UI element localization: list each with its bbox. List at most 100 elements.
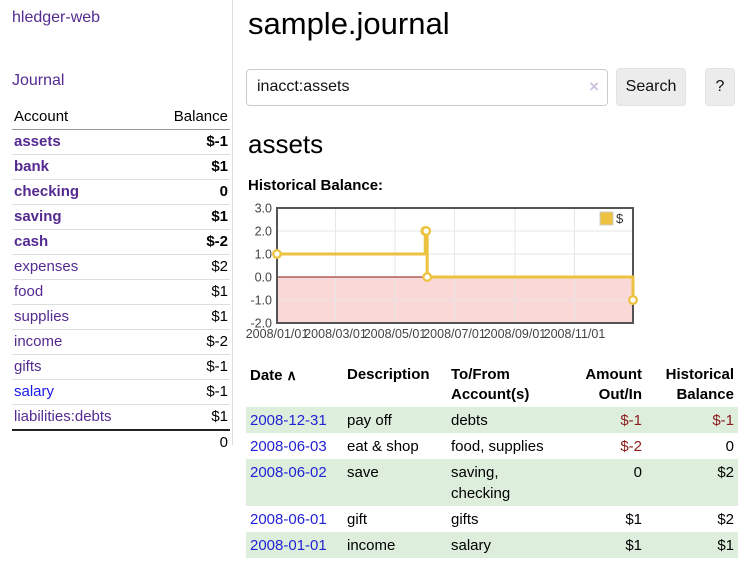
- account-balance: $-1: [150, 354, 230, 380]
- register-header-to-from-account-s-: To/From Account(s): [451, 366, 530, 403]
- search-button[interactable]: Search: [616, 68, 686, 106]
- account-column-header: Account: [12, 105, 151, 130]
- transaction-accounts: salary: [451, 537, 492, 554]
- account-balance: $1: [150, 304, 230, 330]
- data-point: [628, 295, 638, 305]
- transaction-date-link[interactable]: 2008-06-01: [250, 511, 327, 528]
- y-tick-label: 3.0: [255, 202, 272, 216]
- account-heading: assets: [248, 129, 324, 159]
- search-input[interactable]: [246, 68, 608, 106]
- account-row: gifts $-1: [12, 354, 230, 380]
- transaction-description: gift: [347, 511, 368, 528]
- sidebar-account-link-food[interactable]: food: [14, 283, 44, 300]
- accounts-total-row: 0: [12, 429, 230, 455]
- register-row: 2008-06-01 gift gifts $1 $2: [246, 506, 738, 532]
- transaction-date-link[interactable]: 2008-06-02: [250, 464, 327, 481]
- sort-asc-icon: ∧: [286, 367, 297, 383]
- x-tick-label: 2008/07/01: [423, 327, 486, 341]
- account-tree: Account Balance assets $-1 bank $1 checking 0…: [12, 105, 230, 455]
- transaction-date-link[interactable]: 2008-12-31: [250, 412, 327, 429]
- sidebar-account-link-saving[interactable]: saving: [14, 208, 62, 225]
- main-content: sample.journal × Search ? assets Histori…: [246, 0, 742, 558]
- x-tick-label: 2008/11/01: [544, 327, 606, 341]
- account-row: cash $-2: [12, 229, 230, 255]
- account-row: assets $-1: [12, 129, 230, 155]
- account-balance: $-1: [150, 379, 230, 405]
- sidebar-account-link-salary[interactable]: salary: [14, 383, 55, 400]
- register-header-historical-balance: Historical Balance: [665, 366, 734, 403]
- register-header-row: Date ∧ Description To/From Account(s) Amount…: [246, 363, 738, 407]
- account-balance: $2: [150, 254, 230, 280]
- register-header-amount-out-in: Amount Out/In: [585, 366, 642, 403]
- transaction-amount: $-2: [620, 438, 642, 455]
- transaction-date-link[interactable]: 2008-06-03: [250, 438, 327, 455]
- register-header-description: Description: [347, 366, 430, 383]
- transaction-balance: $1: [717, 537, 734, 554]
- transaction-description: save: [347, 464, 379, 481]
- register-row: 2008-06-03 eat & shop food, supplies $-2 0: [246, 433, 738, 459]
- account-balance: $-1: [150, 129, 230, 155]
- account-tree-body: assets $-1 bank $1 checking 0 saving $1 cash $-2 e…: [12, 129, 230, 455]
- register-table: Date ∧ Description To/From Account(s) Amount…: [246, 363, 738, 558]
- account-row: salary $-1: [12, 379, 230, 405]
- chart-label: Historical Balance:: [248, 177, 384, 194]
- transaction-balance: $2: [717, 464, 734, 481]
- legend-label: $: [616, 211, 624, 226]
- transaction-balance: 0: [725, 438, 734, 455]
- y-tick-label: 0.0: [255, 271, 272, 285]
- sidebar-account-link-income[interactable]: income: [14, 333, 63, 350]
- sidebar-item-journal[interactable]: Journal: [12, 72, 65, 89]
- account-balance: $1: [150, 154, 230, 180]
- account-row: food $1: [12, 279, 230, 305]
- transaction-description: income: [347, 537, 396, 554]
- transaction-accounts: gifts: [451, 511, 479, 528]
- transaction-date-link[interactable]: 2008-01-01: [250, 537, 327, 554]
- register-row: 2008-06-02 save saving, checking 0 $2: [246, 459, 738, 506]
- balance-chart: 3.0 2.0 1.0 0.0 -1.0 -2.02008/01/012008/03/01…: [246, 202, 638, 341]
- x-tick-label: 2008/01/01: [246, 327, 309, 341]
- account-row: bank $1: [12, 154, 230, 180]
- account-row: income $-2: [12, 329, 230, 355]
- sidebar-account-link-expenses[interactable]: expenses: [14, 258, 79, 275]
- sidebar: hledger-web Journal Account Balance asse…: [0, 0, 233, 455]
- x-tick-label: 2008/05/01: [364, 327, 427, 341]
- account-balance: $1: [150, 279, 230, 305]
- sidebar-account-link-cash[interactable]: cash: [14, 233, 49, 250]
- sidebar-account-link-gifts[interactable]: gifts: [14, 358, 42, 375]
- search-form: × Search ?: [246, 68, 742, 106]
- account-row: expenses $2: [12, 254, 230, 280]
- sidebar-account-link-bank[interactable]: bank: [14, 158, 50, 175]
- sidebar-account-link-supplies[interactable]: supplies: [14, 308, 70, 325]
- account-balance: 0: [150, 179, 230, 205]
- account-row: liabilities:debts $1: [12, 404, 230, 431]
- register-header-date[interactable]: Date ∧: [250, 367, 297, 384]
- transaction-balance: $2: [717, 511, 734, 528]
- legend-swatch: [599, 211, 614, 226]
- accounts-total: 0: [150, 429, 230, 455]
- chart-legend: $: [599, 211, 624, 226]
- transaction-accounts: saving, checking: [451, 464, 511, 502]
- y-tick-label: 1.0: [255, 248, 272, 262]
- plot-border: [276, 207, 634, 324]
- transaction-amount: 0: [633, 464, 642, 481]
- data-point: [272, 249, 282, 259]
- transaction-accounts: debts: [451, 412, 488, 429]
- account-balance: $-2: [150, 229, 230, 255]
- transaction-description: eat & shop: [347, 438, 419, 455]
- clear-search-icon[interactable]: ×: [589, 76, 599, 96]
- transaction-amount: $-1: [620, 412, 642, 429]
- account-balance: $1: [150, 404, 230, 431]
- sidebar-account-link-assets[interactable]: assets: [14, 133, 61, 150]
- y-tick-label: 2.0: [255, 225, 272, 239]
- balance-column-header: Balance: [150, 105, 230, 130]
- register-row: 2008-12-31 pay off debts $-1 $-1: [246, 407, 738, 433]
- sidebar-account-link-checking[interactable]: checking: [14, 183, 80, 200]
- transaction-amount: $1: [625, 537, 642, 554]
- x-tick-label: 2008/03/01: [304, 327, 367, 341]
- sidebar-account-link-liabilities-debts[interactable]: liabilities:debts: [14, 408, 112, 425]
- help-button[interactable]: ?: [705, 68, 735, 106]
- account-row: checking 0: [12, 179, 230, 205]
- brand-link[interactable]: hledger-web: [12, 9, 101, 26]
- account-balance: $1: [150, 204, 230, 230]
- x-tick-label: 2008/09/01: [484, 327, 547, 341]
